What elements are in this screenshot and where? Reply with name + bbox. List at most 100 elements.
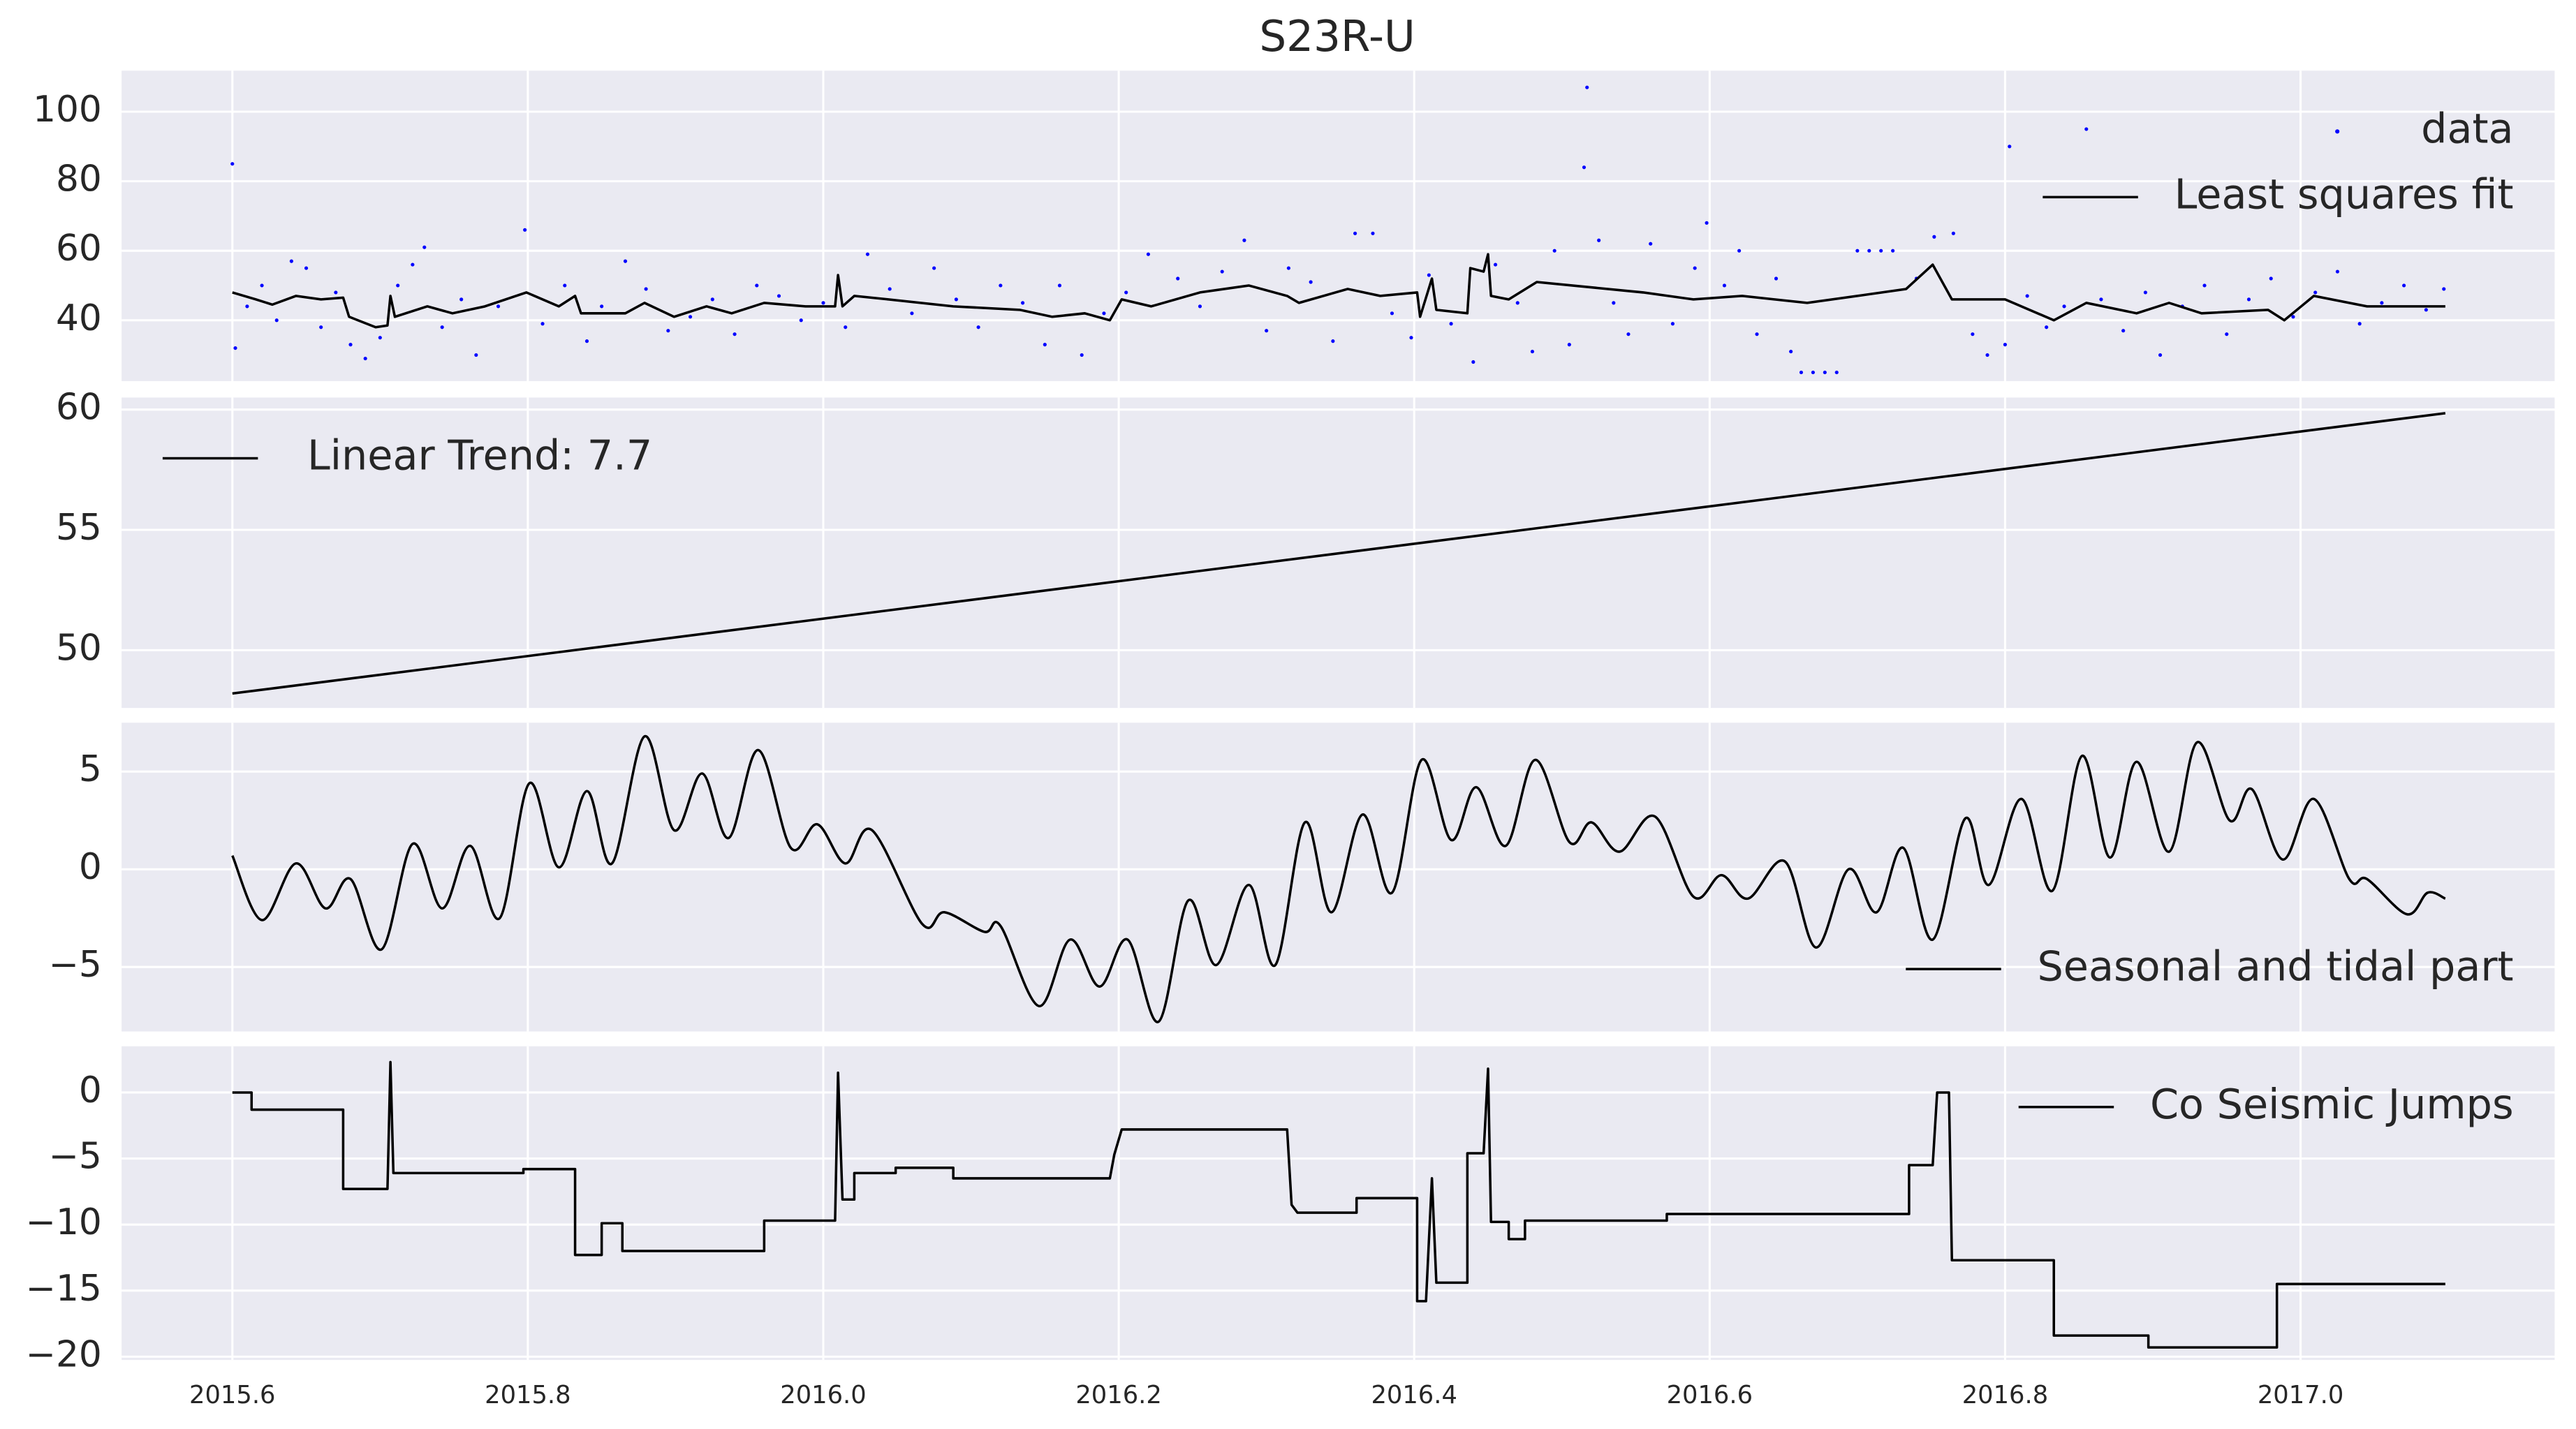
data-point	[496, 304, 501, 309]
data-point	[2380, 301, 2384, 305]
data-point	[1932, 235, 1936, 239]
data-point	[1198, 304, 1202, 309]
panel: 40 60 80 100 data Least squares fit	[33, 71, 2555, 381]
data-point	[2045, 325, 2049, 330]
data-point	[540, 322, 545, 326]
data-point	[2008, 145, 2012, 149]
data-point	[2121, 329, 2126, 333]
data-point	[976, 325, 980, 330]
data-point	[1176, 276, 1180, 281]
data-point	[584, 339, 589, 343]
y-tick-label: −5	[49, 944, 102, 986]
data-point	[1612, 301, 1616, 305]
data-point	[2424, 308, 2428, 312]
data-point	[1951, 231, 1955, 235]
data-point	[474, 353, 478, 357]
data-point	[1626, 332, 1631, 336]
data-point	[1353, 231, 1357, 235]
data-point	[600, 304, 604, 309]
data-point	[2442, 287, 2446, 291]
data-point	[1515, 301, 1519, 305]
data-point	[1080, 353, 1084, 357]
legend-marker	[2335, 129, 2340, 134]
legend-label: data	[2421, 104, 2513, 152]
data-point	[1102, 311, 1106, 316]
data-point	[2062, 304, 2066, 309]
data-point	[710, 297, 714, 302]
y-tick-label: −10	[26, 1201, 102, 1243]
data-point	[1649, 242, 1653, 246]
data-point	[2269, 276, 2273, 281]
data-point	[821, 301, 825, 305]
data-point	[1879, 249, 1883, 253]
data-point	[1722, 283, 1727, 288]
data-point	[1799, 370, 1804, 375]
data-point	[2084, 127, 2089, 131]
data-point	[865, 252, 870, 256]
data-point	[1043, 343, 1047, 347]
data-point	[1867, 249, 1871, 253]
data-point	[1670, 322, 1675, 326]
data-point	[304, 266, 309, 270]
data-point	[2402, 283, 2406, 288]
y-tick-label: 60	[56, 228, 102, 269]
data-point	[1597, 238, 1601, 242]
x-tick-label: 2016.4	[1371, 1381, 1457, 1409]
y-tick-label: 55	[56, 507, 102, 549]
data-line	[232, 412, 2446, 695]
panel: 2015.6 2015.8 2016.0 2016.2 2016.4 2016.6 2016…	[26, 1046, 2555, 1409]
data-point	[844, 325, 848, 330]
data-point	[755, 283, 759, 288]
y-tick-label: 5	[79, 748, 102, 790]
data-point	[1891, 249, 1895, 253]
y-tick-label: 50	[56, 627, 102, 669]
data-point	[348, 343, 353, 347]
y-tick-label: 0	[79, 846, 102, 888]
data-point	[910, 311, 914, 316]
data-point	[2003, 343, 2008, 347]
data-point	[1390, 311, 1394, 316]
legend-label: Linear Trend: 7.7	[307, 431, 652, 480]
data-point	[666, 329, 670, 333]
data-point	[1755, 332, 1759, 336]
data-point	[1220, 269, 1224, 274]
data-point	[2202, 283, 2207, 288]
x-tick-label: 2016.2	[1075, 1381, 1161, 1409]
data-point	[932, 266, 936, 270]
panel: 50 55 60 Linear Trend: 7.7	[56, 387, 2555, 709]
data-point	[888, 287, 892, 291]
data-point	[2335, 269, 2340, 274]
data-point	[1552, 249, 1556, 253]
data-point	[396, 283, 400, 288]
data-point	[2158, 353, 2163, 357]
data-point	[1124, 290, 1128, 295]
data-point	[2246, 297, 2251, 302]
data-point	[644, 287, 648, 291]
data-point	[1371, 231, 1375, 235]
legend-label: Least squares fit	[2174, 170, 2514, 219]
data-point	[1789, 349, 1793, 354]
y-tick-label: 100	[33, 89, 102, 131]
data-point	[563, 283, 567, 288]
data-point	[1567, 343, 1571, 347]
y-tick-label: 80	[56, 158, 102, 200]
data-point	[1471, 360, 1475, 364]
data-point	[2099, 297, 2103, 302]
data-point	[1146, 252, 1150, 256]
data-point	[459, 297, 464, 302]
data-point	[2357, 322, 2362, 326]
x-tick-label: 2015.6	[189, 1381, 275, 1409]
y-tick-label: 0	[79, 1069, 102, 1111]
data-point	[1582, 165, 1587, 170]
data-point	[2313, 290, 2318, 295]
data-point	[422, 245, 427, 249]
data-point	[1693, 266, 1697, 270]
data-point	[1585, 85, 1589, 89]
data-point	[1855, 249, 1860, 253]
data-point	[1971, 332, 1975, 336]
x-tick-label: 2015.8	[485, 1381, 571, 1409]
data-point	[1493, 262, 1498, 267]
data-point	[954, 297, 958, 302]
x-tick-label: 2016.0	[780, 1381, 866, 1409]
data-point	[1737, 249, 1742, 253]
